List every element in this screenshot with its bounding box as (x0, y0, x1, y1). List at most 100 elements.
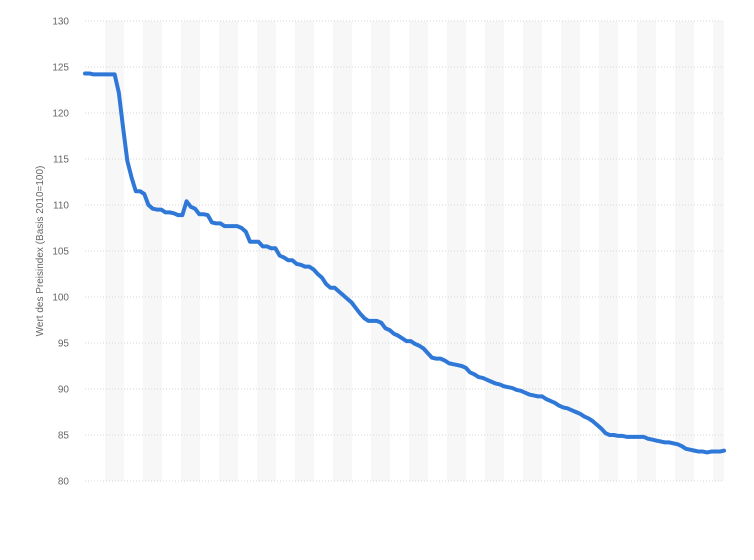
y-tick-label: 125 (52, 63, 69, 74)
data-point (498, 382, 502, 386)
background-band (371, 21, 390, 481)
data-point (307, 265, 311, 269)
data-point (633, 435, 637, 439)
data-point (108, 72, 112, 76)
data-point (485, 378, 489, 382)
data-point (667, 440, 671, 444)
data-point (278, 254, 282, 258)
data-point (536, 394, 540, 398)
data-point (502, 384, 506, 388)
data-point (375, 319, 379, 323)
data-point (557, 403, 561, 408)
data-point (299, 263, 303, 267)
data-point (481, 376, 485, 380)
y-tick-label: 120 (52, 109, 69, 120)
data-point (354, 306, 358, 310)
series-layer (83, 71, 726, 455)
data-point (324, 282, 328, 286)
data-point (658, 439, 663, 444)
data-point (671, 441, 675, 445)
data-point (421, 346, 426, 351)
data-point (417, 344, 421, 348)
data-point (718, 449, 722, 454)
data-point (269, 246, 273, 250)
data-point (235, 224, 239, 228)
data-point (214, 221, 218, 225)
background-band (105, 21, 124, 481)
data-point (117, 91, 121, 95)
data-point (248, 240, 252, 244)
background-band (333, 21, 352, 481)
data-point (713, 449, 718, 454)
data-point (438, 357, 443, 361)
data-point (333, 286, 337, 290)
data-point (515, 388, 519, 392)
data-point (629, 435, 633, 439)
data-point (705, 450, 709, 455)
data-point (282, 255, 286, 260)
data-point (159, 208, 163, 212)
data-point (675, 442, 680, 446)
data-point (125, 159, 129, 163)
data-point (443, 358, 447, 363)
data-point (565, 406, 570, 410)
data-point (392, 332, 396, 336)
y-tick-label: 95 (58, 339, 70, 350)
data-point (388, 328, 392, 332)
data-point (176, 213, 180, 217)
data-point (96, 72, 100, 76)
data-point (168, 210, 172, 214)
data-point (197, 212, 201, 216)
data-point (455, 363, 459, 367)
data-point (320, 276, 324, 280)
data-point (366, 319, 371, 323)
data-point (180, 213, 184, 217)
data-point (586, 416, 591, 421)
data-point (464, 366, 468, 370)
y-tick-label: 130 (52, 17, 69, 28)
data-point (413, 342, 417, 346)
data-point (227, 224, 231, 228)
background-band (561, 21, 580, 481)
data-point (383, 326, 388, 330)
data-point (379, 321, 383, 325)
data-point (239, 226, 244, 230)
data-point (91, 72, 96, 76)
gridlines (85, 20, 724, 482)
data-point (447, 361, 451, 365)
y-tick-label: 80 (58, 477, 70, 488)
data-point (646, 437, 650, 441)
data-point (337, 289, 341, 294)
data-point (527, 392, 531, 397)
y-axis-title: Wert des Preisindex (Basis 2010=100) (35, 166, 46, 337)
data-point (684, 447, 688, 451)
y-tick-label: 90 (58, 385, 70, 396)
data-point (223, 224, 227, 228)
data-point (493, 381, 498, 386)
data-point (218, 221, 223, 225)
data-point (206, 213, 210, 217)
data-point (599, 426, 603, 431)
data-point (663, 440, 667, 444)
data-point (358, 311, 362, 316)
data-point (83, 71, 87, 76)
data-point (582, 415, 586, 419)
data-point (540, 394, 544, 398)
data-point (637, 435, 641, 439)
data-point (688, 448, 692, 452)
data-point (113, 72, 117, 76)
data-point (472, 372, 476, 376)
background-band (675, 21, 694, 481)
data-point (603, 431, 608, 435)
y-tick-label: 110 (53, 201, 69, 212)
data-point (261, 244, 265, 248)
data-point (100, 72, 104, 76)
data-point (405, 339, 409, 343)
data-point (142, 192, 146, 196)
data-point (548, 399, 553, 403)
data-point (434, 357, 438, 361)
data-point (654, 438, 658, 443)
data-point (129, 175, 134, 179)
data-point (104, 72, 108, 76)
